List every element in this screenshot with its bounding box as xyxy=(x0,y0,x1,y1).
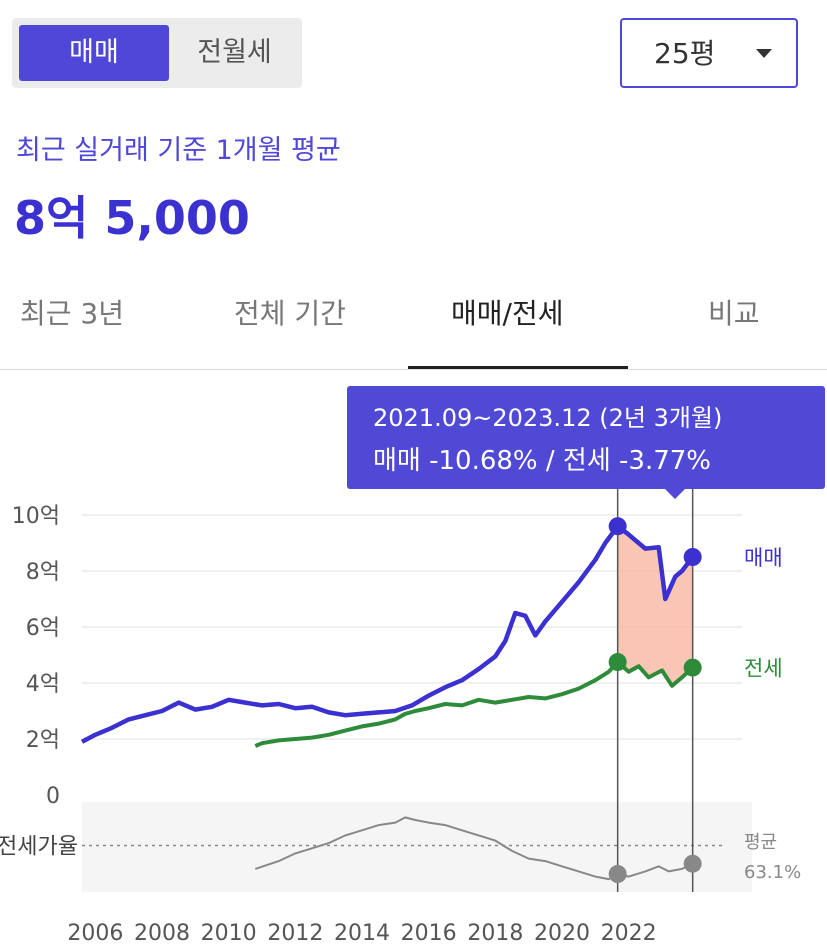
active-tab-indicator xyxy=(408,366,628,369)
x-tick-label: 2008 xyxy=(134,921,190,946)
average-price: 8억 5,000 xyxy=(14,191,250,245)
area-select[interactable]: 25평 xyxy=(620,18,798,88)
tab-full-period[interactable]: 전체 기간 xyxy=(234,297,346,330)
sale-line xyxy=(80,523,695,744)
x-tick-label: 2010 xyxy=(201,921,257,946)
ratio-start-point xyxy=(608,865,627,883)
ratio-panel-label: 전세가율 xyxy=(0,834,78,859)
y-tick-label: 10억 xyxy=(12,504,60,529)
jeonse-end-point xyxy=(683,658,702,677)
rent-tab[interactable]: 전월세 xyxy=(197,37,272,68)
tooltip-arrow xyxy=(665,489,685,499)
jeonse-series-label: 전세 xyxy=(744,657,783,681)
y-tick-label: 8억 xyxy=(26,560,60,585)
ratio-line xyxy=(254,816,694,881)
x-tick-label: 2016 xyxy=(401,921,457,946)
x-tick-label: 2018 xyxy=(467,921,523,946)
x-tick-label: 2022 xyxy=(601,921,657,946)
x-tick-label: 2006 xyxy=(67,921,123,946)
y-tick-label: 0 xyxy=(46,784,60,809)
tabs-divider xyxy=(0,369,827,370)
ratio-end-point xyxy=(683,854,702,873)
area-select-value: 25평 xyxy=(654,37,716,70)
deal-type-toggle: 매매 전월세 xyxy=(12,18,302,88)
tooltip-range: 2021.09~2023.12 (2년 3개월) xyxy=(373,404,723,432)
ratio-average-label: 평균 xyxy=(744,832,777,853)
tab-recent-3-years[interactable]: 최근 3년 xyxy=(20,297,124,330)
sale-tab[interactable]: 매매 xyxy=(19,25,169,81)
jeonse-start-point xyxy=(608,653,627,671)
range-tooltip: 2021.09~2023.12 (2년 3개월) 매매 -10.68% / 전세… xyxy=(347,386,825,499)
sale-end-point xyxy=(683,548,702,566)
ratio-panel-background xyxy=(82,802,752,892)
sale-series-label: 매매 xyxy=(744,546,783,570)
x-tick-label: 2012 xyxy=(267,921,323,946)
highlight-region xyxy=(617,526,693,686)
caret-down-icon xyxy=(756,49,772,58)
y-tick-label: 2억 xyxy=(26,728,60,753)
tab-sale-jeonse[interactable]: 매매/전세 xyxy=(451,297,564,330)
ratio-average-value: 63.1% xyxy=(744,862,801,883)
x-tick-label: 2014 xyxy=(334,921,390,946)
y-tick-label: 4억 xyxy=(26,672,60,697)
x-tick-label: 2020 xyxy=(534,921,590,946)
tooltip-change: 매매 -10.68% / 전세 -3.77% xyxy=(373,446,711,476)
tab-compare[interactable]: 비교 xyxy=(708,297,760,330)
y-tick-label: 6억 xyxy=(26,616,60,641)
price-basis-label: 최근 실거래 기준 1개월 평균 xyxy=(16,135,341,166)
sale-start-point xyxy=(608,517,627,536)
jeonse-line xyxy=(254,660,695,748)
price-chart[interactable]: 10억 8억 6억 4억 2억 0 2006 2008 2010 2012 2014 2016 2018… xyxy=(0,370,827,950)
